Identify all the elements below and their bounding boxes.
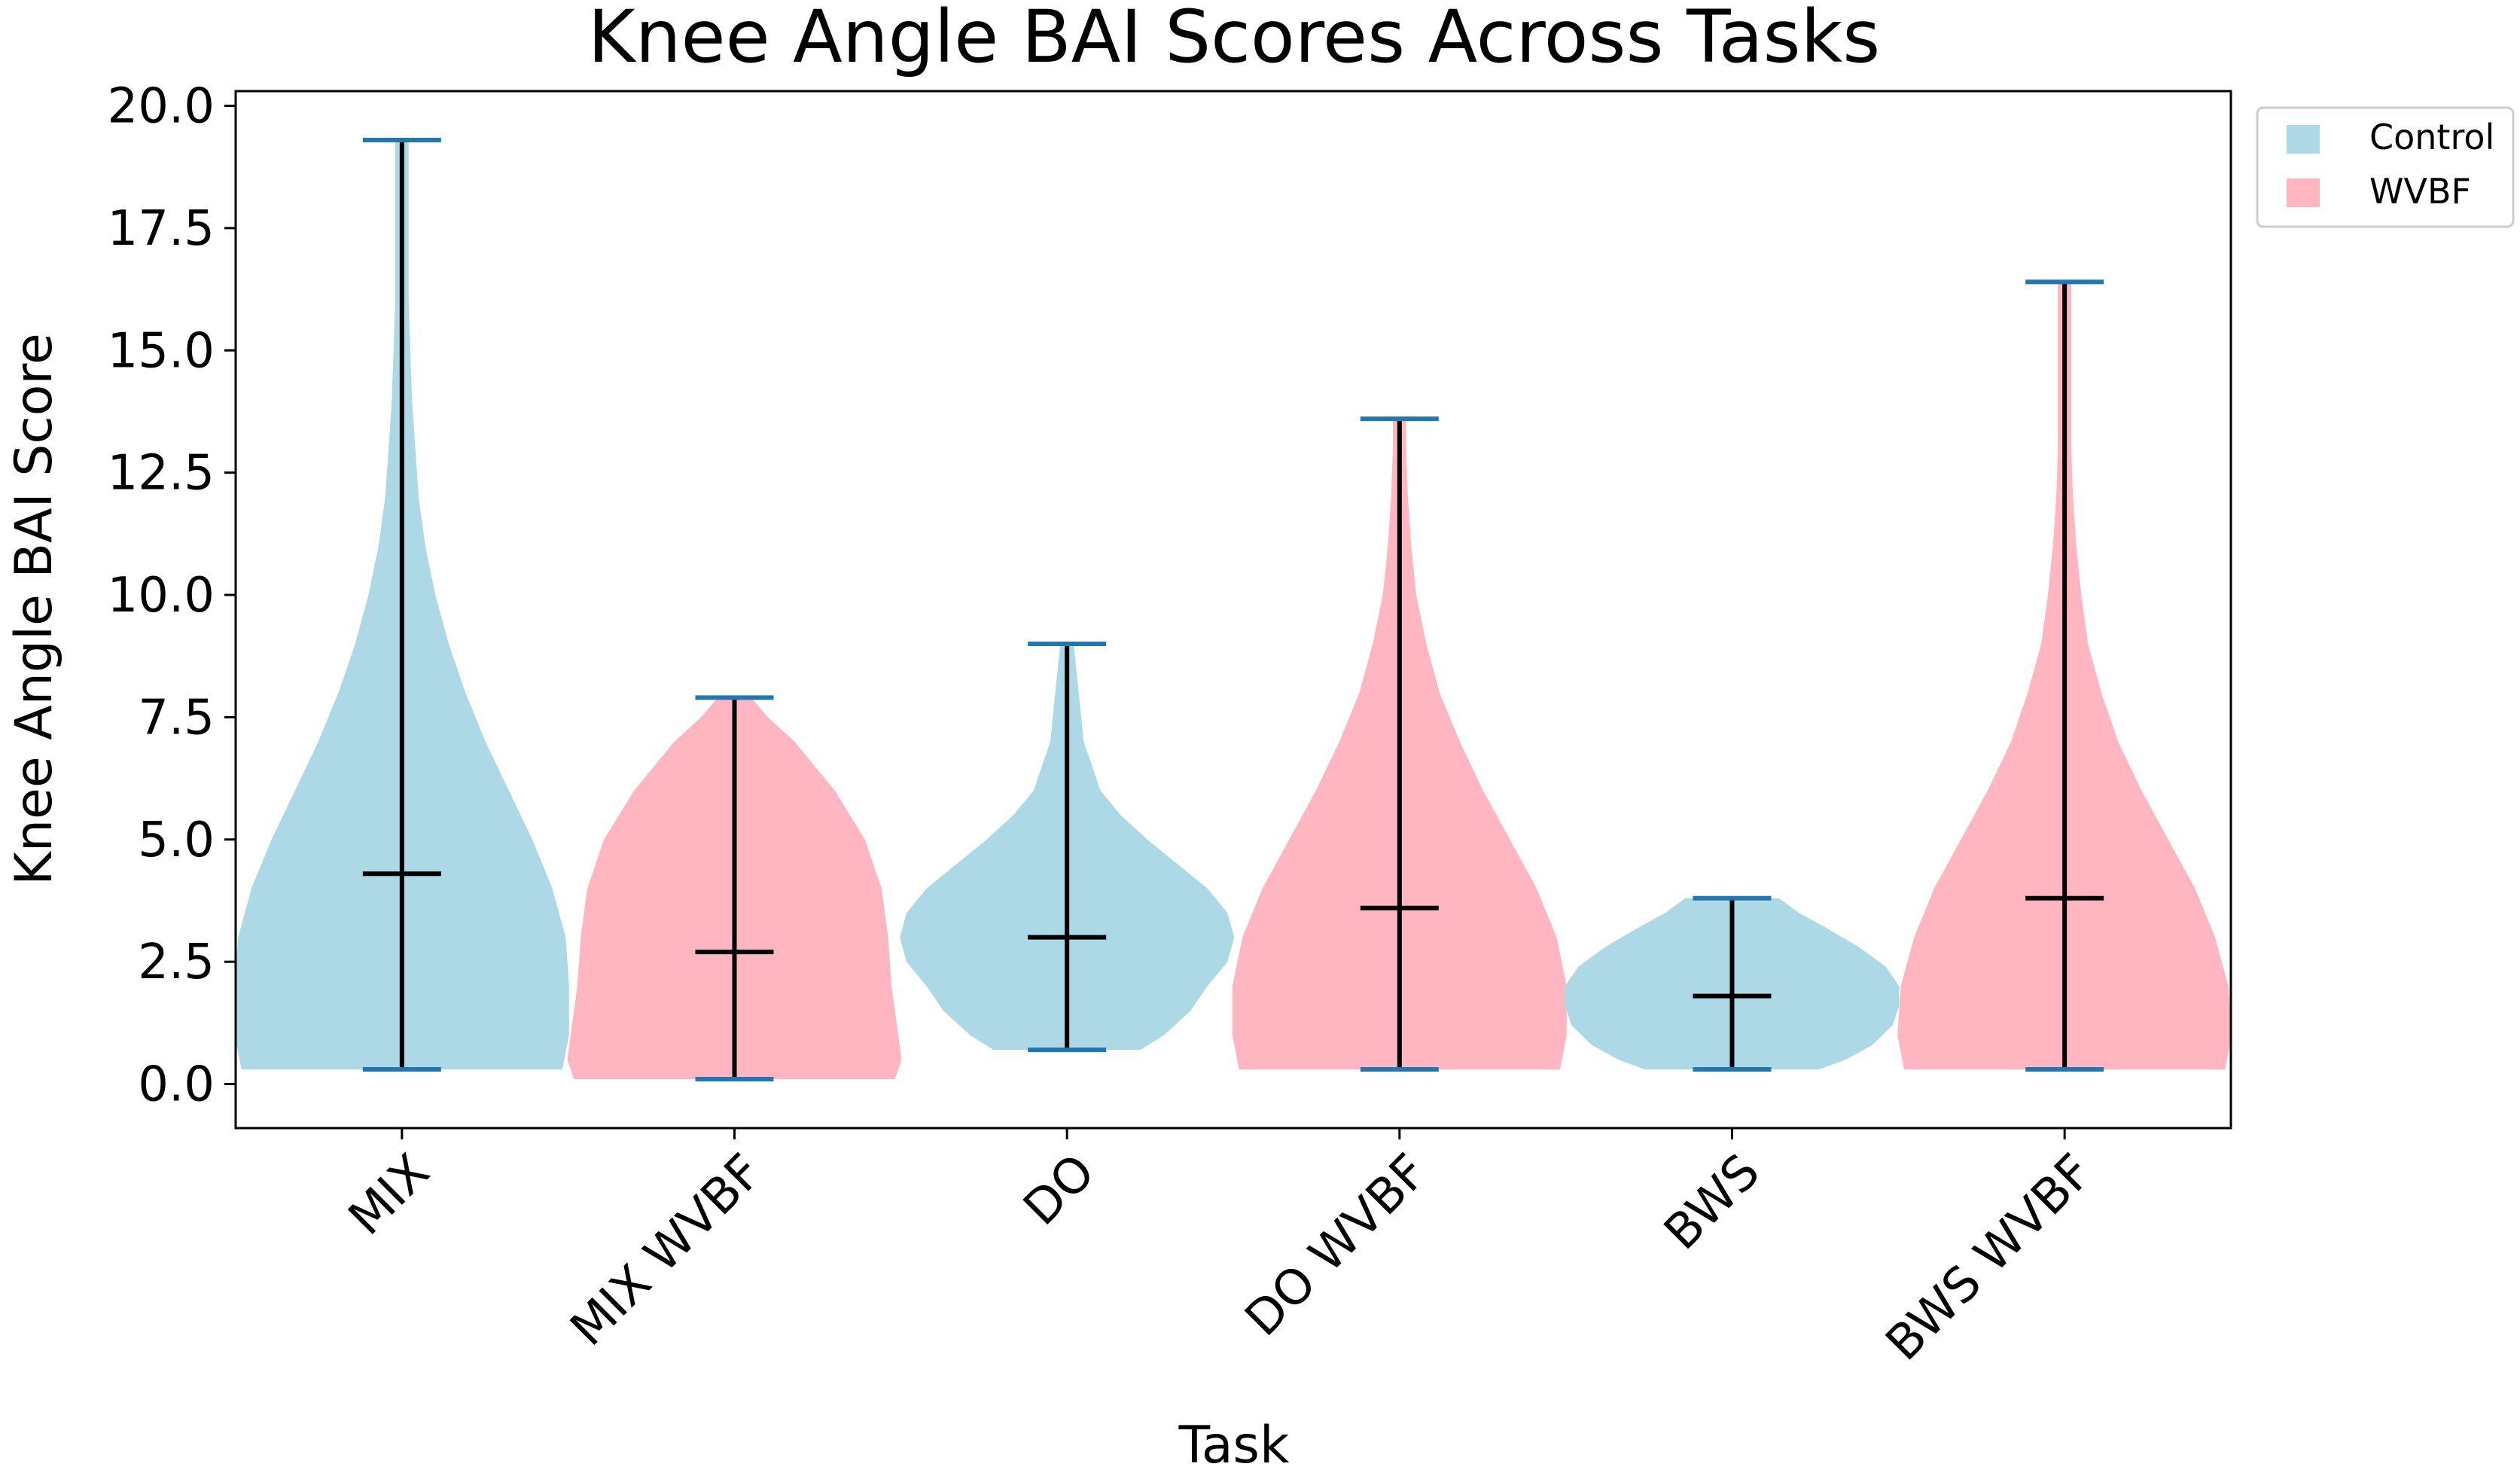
y-tick-label: 20.0	[108, 78, 215, 134]
legend-frame	[2256, 106, 2515, 228]
y-tick-label: 17.5	[108, 201, 215, 257]
y-tick-label: 10.0	[108, 568, 215, 624]
y-tick-label: 7.5	[138, 690, 215, 746]
y-axis-label: Knee Angle BAI Score	[5, 333, 64, 885]
legend-swatch-wvbf	[2287, 178, 2320, 207]
chart-title: Knee Angle BAI Scores Across Tasks	[588, 0, 1881, 79]
y-tick-label: 15.0	[108, 323, 215, 379]
plot-area-frame	[234, 90, 2232, 1130]
y-tick-label: 2.5	[138, 935, 215, 990]
y-tick-label: 0.0	[138, 1057, 215, 1113]
legend: Control WVBF	[2256, 106, 2515, 228]
y-axis: 0.0 2.5 5.0 7.5 10.0 12.5 15.0 17.5 20.0	[108, 78, 236, 1113]
legend-label-control: Control	[2369, 117, 2494, 157]
y-tick-label: 12.5	[108, 446, 215, 502]
x-axis-label: Task	[1178, 1416, 1290, 1475]
violin-lines-layer	[362, 137, 2104, 1082]
y-tick-label: 5.0	[138, 813, 215, 868]
legend-swatch-control	[2287, 125, 2320, 154]
legend-label-wvbf: WVBF	[2369, 171, 2471, 212]
